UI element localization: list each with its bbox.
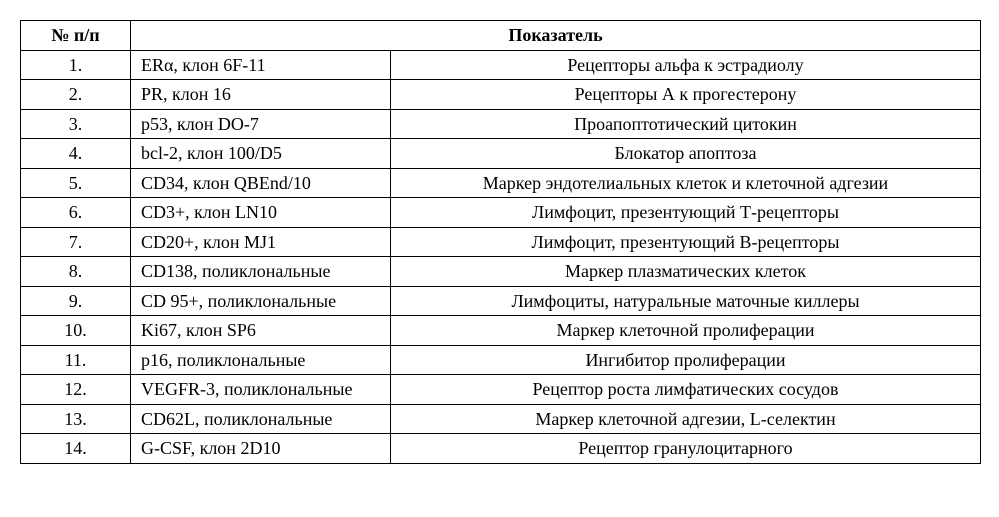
table-row: 7. CD20+, клон MJ1 Лимфоцит, презентующи…	[21, 227, 981, 257]
row-marker: CD3+, клон LN10	[131, 198, 391, 228]
header-num: № п/п	[21, 21, 131, 51]
row-num: 1.	[21, 50, 131, 80]
row-desc: Лимфоцит, презентующий Т-рецепторы	[391, 198, 981, 228]
row-desc: Рецепторы А к прогестерону	[391, 80, 981, 110]
row-num: 2.	[21, 80, 131, 110]
row-num: 3.	[21, 109, 131, 139]
row-marker: CD138, поликлональные	[131, 257, 391, 287]
table-row: 2. PR, клон 16 Рецепторы А к прогестерон…	[21, 80, 981, 110]
row-marker: CD 95+, поликлональные	[131, 286, 391, 316]
table-row: 10. Ki67, клон SP6 Маркер клеточной прол…	[21, 316, 981, 346]
row-marker: bcl-2, клон 100/D5	[131, 139, 391, 169]
markers-table: № п/п Показатель 1. ERα, клон 6F-11 Реце…	[20, 20, 981, 464]
row-num: 6.	[21, 198, 131, 228]
table-row: 3. p53, клон DO-7 Проапоптотический цито…	[21, 109, 981, 139]
row-desc: Маркер клеточной пролиферации	[391, 316, 981, 346]
row-marker: CD62L, поликлональные	[131, 404, 391, 434]
table-row: 11. p16, поликлональные Ингибитор пролиф…	[21, 345, 981, 375]
row-num: 10.	[21, 316, 131, 346]
row-desc: Блокатор апоптоза	[391, 139, 981, 169]
table-row: 4. bcl-2, клон 100/D5 Блокатор апоптоза	[21, 139, 981, 169]
row-marker: p16, поликлональные	[131, 345, 391, 375]
row-num: 13.	[21, 404, 131, 434]
row-desc: Лимфоцит, презентующий В-рецепторы	[391, 227, 981, 257]
row-num: 7.	[21, 227, 131, 257]
row-marker: VEGFR-3, поликлональные	[131, 375, 391, 405]
row-marker: G-CSF, клон 2D10	[131, 434, 391, 464]
row-desc: Ингибитор пролиферации	[391, 345, 981, 375]
table-row: 8. CD138, поликлональные Маркер плазмати…	[21, 257, 981, 287]
row-marker: p53, клон DO-7	[131, 109, 391, 139]
row-num: 5.	[21, 168, 131, 198]
row-desc: Рецептор роста лимфатических сосудов	[391, 375, 981, 405]
table-row: 13. CD62L, поликлональные Маркер клеточн…	[21, 404, 981, 434]
row-num: 14.	[21, 434, 131, 464]
table-row: 12. VEGFR-3, поликлональные Рецептор рос…	[21, 375, 981, 405]
table-row: 14. G-CSF, клон 2D10 Рецептор гранулоцит…	[21, 434, 981, 464]
row-num: 12.	[21, 375, 131, 405]
row-num: 8.	[21, 257, 131, 287]
table-row: 1. ERα, клон 6F-11 Рецепторы альфа к эст…	[21, 50, 981, 80]
table-row: 5. CD34, клон QBEnd/10 Маркер эндотелиал…	[21, 168, 981, 198]
row-marker: Ki67, клон SP6	[131, 316, 391, 346]
row-num: 11.	[21, 345, 131, 375]
row-num: 9.	[21, 286, 131, 316]
header-indicator: Показатель	[131, 21, 981, 51]
table-row: 9. CD 95+, поликлональные Лимфоциты, нат…	[21, 286, 981, 316]
row-marker: CD20+, клон MJ1	[131, 227, 391, 257]
table-row: 6. CD3+, клон LN10 Лимфоцит, презентующи…	[21, 198, 981, 228]
table-header-row: № п/п Показатель	[21, 21, 981, 51]
row-desc: Маркер плазматических клеток	[391, 257, 981, 287]
row-desc: Маркер клеточной адгезии, L-селектин	[391, 404, 981, 434]
row-desc: Маркер эндотелиальных клеток и клеточной…	[391, 168, 981, 198]
row-marker: CD34, клон QBEnd/10	[131, 168, 391, 198]
table-body: 1. ERα, клон 6F-11 Рецепторы альфа к эст…	[21, 50, 981, 463]
row-desc: Рецепторы альфа к эстрадиолу	[391, 50, 981, 80]
row-desc: Рецептор гранулоцитарного	[391, 434, 981, 464]
row-marker: PR, клон 16	[131, 80, 391, 110]
row-desc: Лимфоциты, натуральные маточные киллеры	[391, 286, 981, 316]
row-marker: ERα, клон 6F-11	[131, 50, 391, 80]
row-num: 4.	[21, 139, 131, 169]
row-desc: Проапоптотический цитокин	[391, 109, 981, 139]
